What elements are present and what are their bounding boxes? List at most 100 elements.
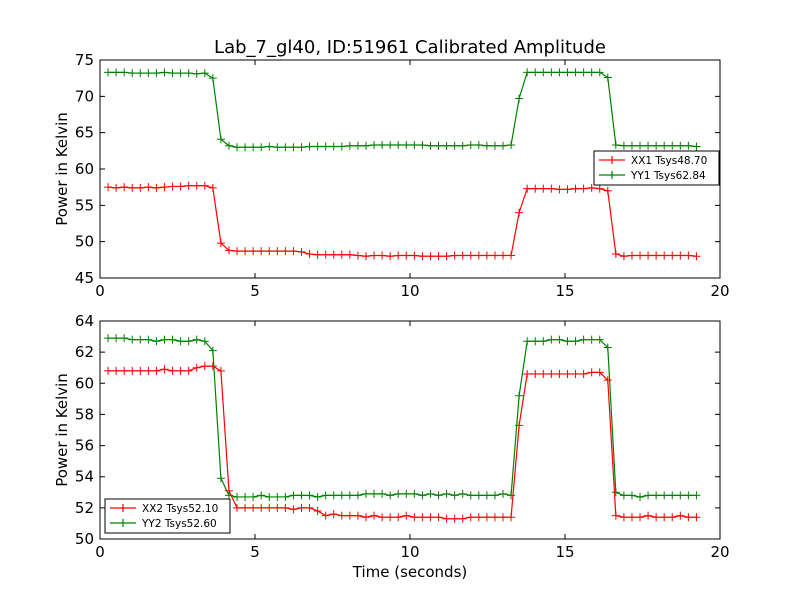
data-point	[136, 366, 145, 375]
data-point	[458, 251, 467, 260]
data-point	[547, 335, 556, 344]
data-point	[345, 141, 354, 150]
x-tick-label: 15	[555, 543, 574, 561]
data-point	[499, 489, 507, 498]
data-point	[619, 252, 628, 261]
data-point	[200, 181, 209, 190]
data-point	[337, 250, 346, 259]
y-tick-label: 55	[75, 196, 94, 214]
data-point	[289, 505, 298, 514]
data-point	[684, 141, 693, 150]
data-point	[386, 252, 395, 261]
data-point	[216, 239, 225, 248]
data-point	[120, 366, 129, 375]
data-point	[233, 247, 242, 256]
x-tick-label: 5	[250, 543, 260, 561]
data-point	[660, 251, 669, 260]
data-point	[410, 489, 419, 498]
data-point	[321, 142, 330, 151]
data-point	[386, 513, 395, 522]
data-point	[482, 141, 491, 150]
data-point	[321, 491, 330, 500]
y-tick-label: 65	[75, 124, 94, 142]
data-point	[168, 182, 177, 191]
data-point	[587, 68, 596, 77]
data-point	[644, 141, 653, 150]
data-point	[474, 513, 483, 522]
y-tick-label: 60	[75, 160, 94, 178]
legend-label: XX1 Tsys48.70	[631, 155, 707, 167]
data-point	[305, 491, 314, 500]
data-point	[547, 369, 556, 378]
data-point	[249, 503, 258, 512]
data-point	[434, 513, 443, 522]
data-point	[587, 335, 596, 344]
data-point	[418, 491, 427, 500]
y-tick-label: 70	[75, 87, 94, 105]
data-point	[603, 73, 612, 82]
data-point	[305, 142, 314, 151]
data-point	[313, 142, 322, 151]
data-point	[128, 335, 137, 344]
data-point	[184, 181, 193, 190]
data-point	[208, 346, 217, 355]
data-point	[281, 247, 290, 256]
data-point	[216, 366, 225, 375]
data-point	[160, 183, 169, 192]
x-tick-label: 20	[710, 543, 729, 561]
data-point	[289, 491, 298, 500]
data-point	[297, 491, 306, 500]
data-point	[353, 511, 362, 520]
data-point	[474, 141, 483, 150]
data-point	[200, 69, 209, 78]
y-tick-label: 50	[75, 530, 94, 548]
data-point	[289, 247, 298, 256]
data-point	[644, 251, 653, 260]
y-tick-label: 58	[75, 405, 94, 423]
data-point	[176, 366, 185, 375]
data-point	[313, 506, 322, 515]
data-point	[563, 369, 572, 378]
data-point	[499, 513, 507, 522]
y-tick-label: 52	[75, 499, 94, 517]
y-tick-label: 75	[75, 51, 94, 69]
data-point	[120, 68, 129, 77]
data-point	[313, 250, 322, 259]
data-point	[587, 368, 596, 377]
data-point	[394, 251, 403, 260]
data-point	[313, 492, 322, 501]
legend-label: YY1 Tsys62.84	[630, 170, 706, 182]
y-tick-label: 54	[75, 468, 94, 486]
data-point	[490, 491, 499, 500]
data-point	[515, 208, 524, 217]
data-point	[233, 492, 242, 501]
data-point	[370, 141, 379, 150]
data-point	[668, 491, 677, 500]
data-point	[184, 337, 193, 346]
data-point	[490, 141, 499, 150]
data-point	[539, 337, 548, 346]
data-point	[337, 511, 346, 520]
x-tick-label: 15	[555, 282, 574, 300]
data-point	[345, 511, 354, 520]
data-point	[539, 369, 548, 378]
data-point	[112, 68, 121, 77]
data-point	[507, 513, 516, 522]
data-point	[265, 503, 274, 512]
legend-swatch	[110, 504, 136, 512]
data-point	[563, 337, 572, 346]
data-point	[184, 366, 193, 375]
data-point	[208, 362, 217, 371]
data-point	[652, 251, 661, 260]
data-point	[305, 503, 314, 512]
data-point	[458, 489, 467, 498]
data-point	[128, 366, 137, 375]
data-point	[499, 251, 507, 260]
data-point	[515, 94, 524, 103]
data-point	[112, 334, 121, 343]
x-tick-label: 0	[95, 282, 105, 300]
data-point	[273, 492, 282, 501]
data-point	[660, 513, 669, 522]
data-point	[176, 337, 185, 346]
data-point	[281, 503, 290, 512]
